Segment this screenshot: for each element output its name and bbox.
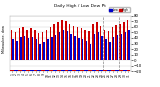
Bar	[63, 30, 64, 60]
Bar	[112, 27, 113, 60]
Bar	[74, 36, 76, 60]
Bar	[117, 35, 118, 60]
Bar	[84, 70, 88, 71]
Bar	[123, 22, 125, 60]
Bar	[67, 31, 68, 60]
Bar	[127, 70, 130, 71]
Bar	[45, 70, 49, 71]
Bar	[125, 32, 126, 60]
Bar	[119, 70, 123, 71]
Bar	[107, 70, 111, 71]
Bar	[68, 70, 72, 71]
Bar	[30, 28, 32, 60]
Bar	[28, 38, 29, 60]
Bar	[61, 20, 63, 60]
Bar	[41, 70, 45, 71]
Bar	[103, 70, 107, 71]
Bar	[108, 31, 109, 60]
Bar	[69, 24, 70, 60]
Bar	[26, 70, 30, 71]
Bar	[123, 70, 127, 71]
Bar	[80, 28, 82, 60]
Legend: Low, High: Low, High	[109, 7, 130, 12]
Bar	[20, 37, 22, 60]
Bar	[34, 30, 36, 60]
Bar	[97, 32, 99, 60]
Bar	[80, 70, 84, 71]
Bar	[46, 30, 47, 60]
Bar	[14, 70, 18, 71]
Bar	[90, 44, 91, 60]
Bar	[100, 70, 103, 71]
Bar	[77, 27, 78, 60]
Bar	[105, 39, 107, 60]
Bar	[61, 70, 65, 71]
Bar	[65, 21, 67, 60]
Bar	[73, 26, 74, 60]
Bar	[30, 70, 34, 71]
Bar	[76, 70, 80, 71]
Bar	[111, 70, 115, 71]
Bar	[128, 30, 130, 60]
Bar	[59, 32, 60, 60]
Bar	[96, 70, 100, 71]
Bar	[65, 70, 68, 71]
Bar	[101, 36, 103, 60]
Bar	[115, 70, 119, 71]
Bar	[38, 33, 39, 60]
Bar	[104, 30, 105, 60]
Bar	[55, 35, 56, 60]
Bar	[119, 24, 121, 60]
Bar	[47, 39, 49, 60]
Bar	[86, 41, 87, 60]
Bar	[42, 32, 43, 60]
Bar	[22, 70, 26, 71]
Bar	[15, 32, 16, 60]
Bar	[36, 39, 37, 60]
Bar	[34, 70, 37, 71]
Bar	[32, 37, 33, 60]
Bar	[92, 70, 96, 71]
Bar	[26, 30, 28, 60]
Bar	[10, 70, 14, 71]
Bar	[49, 70, 53, 71]
Bar	[88, 70, 92, 71]
Bar	[12, 39, 14, 60]
Bar	[39, 44, 41, 60]
Bar	[51, 37, 52, 60]
Bar	[121, 34, 122, 60]
Bar	[94, 34, 95, 60]
Bar	[127, 20, 128, 60]
Bar	[19, 28, 20, 60]
Bar	[16, 41, 18, 60]
Bar	[53, 70, 57, 71]
Bar	[53, 24, 55, 60]
Bar	[115, 25, 117, 60]
Bar	[57, 22, 59, 60]
Bar	[11, 30, 12, 60]
Bar	[84, 30, 86, 60]
Bar	[72, 70, 76, 71]
Bar	[100, 26, 101, 60]
Bar	[88, 31, 90, 60]
Text: Daily High / Low Dew Pt: Daily High / Low Dew Pt	[54, 4, 106, 8]
Bar	[70, 34, 72, 60]
Bar	[50, 27, 51, 60]
Bar	[92, 24, 94, 60]
Bar	[57, 70, 61, 71]
Bar	[78, 38, 80, 60]
Bar	[37, 70, 41, 71]
Bar	[18, 70, 22, 71]
Bar	[22, 27, 24, 60]
Bar	[96, 22, 97, 60]
Bar	[43, 42, 45, 60]
Text: Milwaukee, dew: Milwaukee, dew	[2, 25, 6, 53]
Bar	[113, 37, 114, 60]
Bar	[109, 42, 111, 60]
Bar	[82, 39, 84, 60]
Bar	[24, 36, 25, 60]
